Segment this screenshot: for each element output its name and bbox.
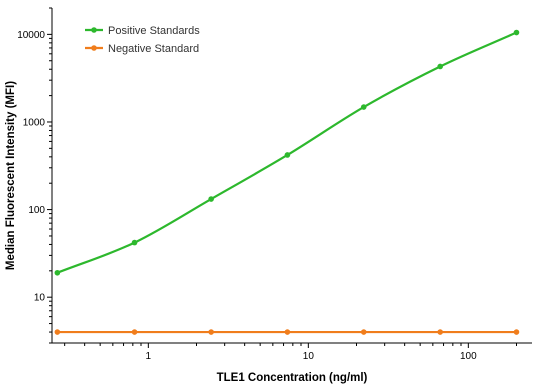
positive-standards-legend-label: Positive Standards [108, 25, 200, 37]
x-tick-label: 100 [460, 351, 477, 362]
negative-standard-point [284, 329, 291, 335]
x-tick-label: 1 [146, 351, 152, 362]
negative-standard-legend-label: Negative Standard [108, 43, 199, 55]
positive-standards-point [208, 196, 214, 202]
positive-standards-point [54, 269, 61, 276]
x-axis-title: TLE1 Concentration (ng/ml) [217, 372, 368, 384]
negative-standard-point [131, 329, 138, 335]
negative-standard-point [208, 329, 214, 335]
series-layer [54, 29, 520, 335]
negative-standard-point [360, 329, 367, 335]
negative-standard-point [437, 329, 443, 335]
y-tick-label: 1000 [23, 117, 46, 128]
positive-standards-point [360, 104, 367, 110]
legend: Positive Standards Negative Standard [85, 25, 200, 55]
positive-standards-point [437, 63, 443, 70]
y-tick-label: 100 [28, 205, 45, 216]
y-tick-label: 10000 [17, 30, 45, 41]
negative-standard-point [513, 329, 520, 335]
positive-standards-point [284, 152, 291, 158]
negative-standard-legend-marker [91, 45, 97, 51]
axes: 10 100 1000 10000 1 10 100 [17, 7, 532, 362]
x-tick-label: 10 [303, 351, 315, 362]
positive-standards-legend-marker [91, 27, 97, 33]
positive-standards-point [131, 239, 138, 246]
negative-standard-point [54, 329, 61, 335]
positive-standards-point [513, 29, 520, 36]
y-tick-label: 10 [34, 293, 46, 304]
y-axis-title: Median Fluorescent Intensity (MFI) [5, 81, 17, 270]
